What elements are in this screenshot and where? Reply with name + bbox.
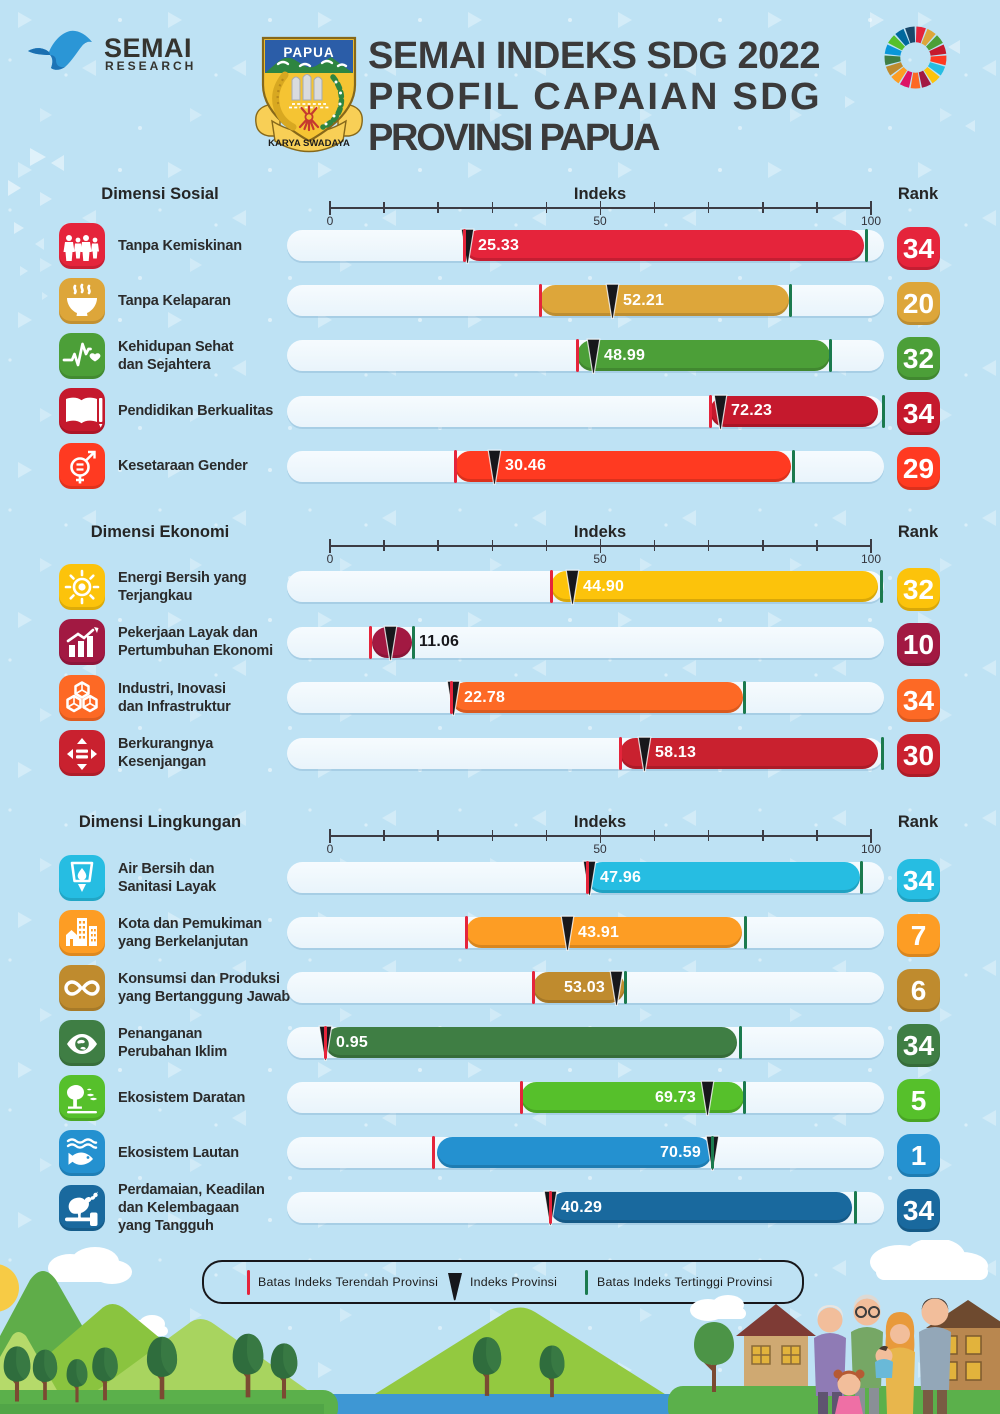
svg-text:PAPUA: PAPUA bbox=[283, 45, 334, 60]
svg-text:KARYA SWADAYA: KARYA SWADAYA bbox=[268, 138, 350, 149]
